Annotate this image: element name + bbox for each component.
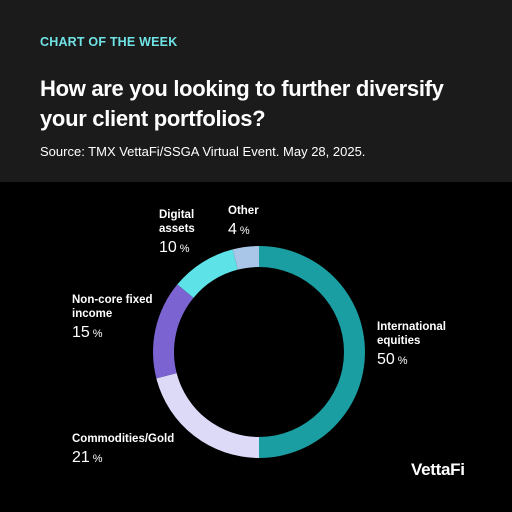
category-label: Non-core fixed income (72, 294, 153, 320)
value-row: 10% (159, 239, 209, 257)
donut-segment (232, 246, 259, 270)
unit-label: % (179, 243, 190, 255)
value-label: 4 (228, 221, 237, 238)
value-row: 21% (72, 449, 212, 467)
donut-segment (153, 284, 194, 379)
segment-label: Digital assets 10% (159, 208, 209, 257)
segment-label: Commodities/Gold 21% (72, 432, 212, 467)
donut-segment (177, 249, 238, 298)
donut-segment (156, 373, 259, 458)
source: Source: TMX VettaFi/SSGA Virtual Event. … (40, 144, 366, 159)
header: CHART OF THE WEEK How are you looking to… (0, 0, 512, 182)
category-label: International equities (377, 321, 447, 347)
category-label: Digital assets (159, 209, 195, 235)
value-row: 4% (228, 221, 278, 239)
value-label: 15 (72, 324, 90, 341)
category-label: Commodities/Gold (72, 433, 175, 445)
unit-label: % (92, 453, 103, 465)
category-label: Other (228, 205, 259, 217)
unit-label: % (92, 328, 103, 340)
kicker: CHART OF THE WEEK (40, 35, 178, 49)
unit-label: % (239, 225, 250, 237)
value-label: 50 (377, 351, 395, 368)
unit-label: % (397, 355, 408, 367)
value-row: 15% (72, 324, 157, 342)
segment-label: International equities 50% (377, 320, 457, 369)
value-label: 10 (159, 239, 177, 256)
donut-segment (259, 246, 365, 458)
segment-label: Other 4% (228, 204, 278, 239)
title: How are you looking to further diversify… (40, 76, 444, 131)
value-label: 21 (72, 449, 90, 466)
segment-label: Non-core fixed income 15% (72, 293, 157, 342)
logo: VettaFi (411, 460, 465, 479)
value-row: 50% (377, 351, 457, 369)
